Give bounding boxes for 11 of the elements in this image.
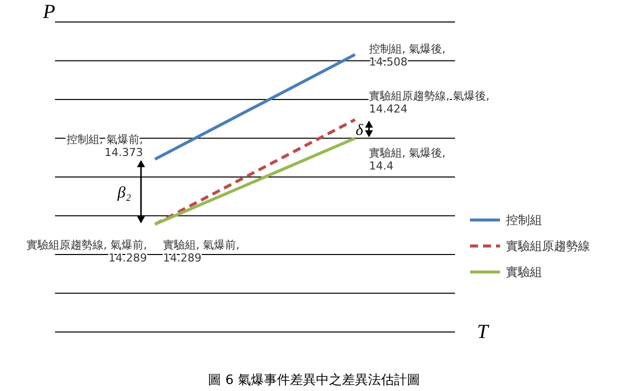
legend-label: 實驗組原趨勢線 (506, 239, 590, 253)
legend-label: 控制組 (506, 213, 542, 227)
label: 實驗組, 氣爆前, 14.289 (163, 238, 240, 264)
legend-label: 實驗組 (506, 265, 542, 279)
y-axis-title: P (42, 1, 56, 23)
label: 實驗組原趨勢線, 氣爆前, 14.289 (26, 238, 147, 264)
caption: 圖 6 氣爆事件差異中之差異法估計圖 (208, 373, 420, 388)
x-axis-title: T (477, 321, 490, 343)
label: 實驗組, 氣爆後, 14.4 (369, 146, 446, 172)
annotation: β₂ (116, 184, 132, 202)
annotation: δ (356, 122, 364, 139)
